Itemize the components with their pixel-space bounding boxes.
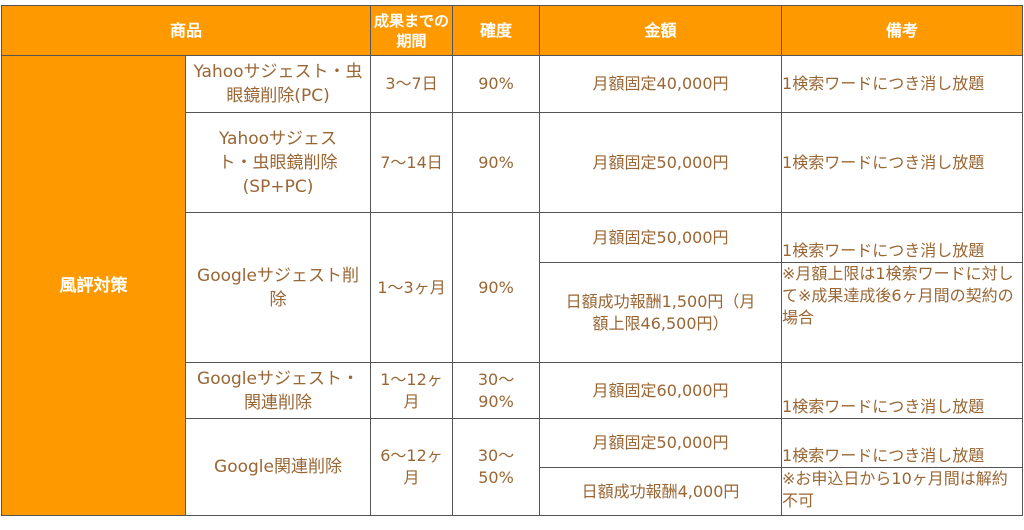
period-cell: 1〜3ヶ月	[370, 212, 454, 363]
table-row: Yahooサジェスト・虫眼鏡削除(SP+PC) 7〜14日 90% 月額固定50…	[2, 112, 1024, 213]
note-cell: 1検索ワードにつき消し放題	[781, 112, 1024, 213]
header-product: 商品	[0, 5, 372, 56]
header-period: 成果までの期間	[370, 5, 454, 56]
note-cell: 1検索ワードにつき消し放題	[781, 212, 1024, 263]
product-cell: Yahooサジェスト・虫眼鏡削除(PC)	[184, 55, 372, 113]
product-cell: Googleサジェスト削除	[184, 212, 372, 363]
note-cell: 1検索ワードにつき消し放題	[781, 55, 1024, 113]
product-cell: Google関連削除	[184, 418, 372, 516]
certainty-cell: 90%	[452, 212, 541, 363]
certainty-cell: 90%	[452, 112, 541, 213]
table-row: Googleサジェスト・関連削除 1〜12ヶ月 30〜90% 月額固定60,00…	[2, 362, 1024, 419]
price-cell: 月額固定50,000円	[539, 212, 783, 263]
table-row: 日額成功報酬4,000円 ※お申込日から10ヶ月間は解約不可	[2, 467, 1024, 516]
price-cell: 日額成功報酬1,500円（月額上限46,500円）	[539, 262, 783, 363]
table-row: Googleサジェスト削除 1〜3ヶ月 90% 月額固定50,000円 1検索ワ…	[2, 212, 1024, 363]
note-cell: ※お申込日から10ヶ月間は解約不可	[781, 467, 1024, 516]
table-row: 日額成功報酬1,500円（月額上限46,500円） ※月額上限は1検索ワードに対…	[2, 262, 1024, 363]
certainty-cell: 30〜90%	[452, 362, 541, 419]
header-notes: 備考	[781, 5, 1024, 56]
header-price: 金額	[539, 5, 783, 56]
period-cell: 1〜12ヶ月	[370, 362, 454, 419]
price-cell: 日額成功報酬4,000円	[539, 467, 783, 516]
price-cell: 月額固定50,000円	[539, 112, 783, 213]
product-cell: Yahooサジェスト・虫眼鏡削除(SP+PC)	[184, 112, 372, 213]
price-cell: 月額固定50,000円	[539, 418, 783, 468]
header-certainty: 確度	[452, 5, 541, 56]
certainty-cell: 90%	[452, 55, 541, 113]
product-cell: Googleサジェスト・関連削除	[184, 362, 372, 419]
table-row: Google関連削除 6〜12ヶ月 30〜50% 月額固定50,000円 1検索…	[2, 418, 1024, 516]
price-cell: 月額固定60,000円	[539, 362, 783, 419]
price-cell: 月額固定40,000円	[539, 55, 783, 113]
note-cell: 1検索ワードにつき消し放題	[781, 418, 1024, 468]
table-row: 風評対策 Yahooサジェスト・虫眼鏡削除(PC) 3〜7日 90% 月額固定4…	[1, 55, 1024, 516]
pricing-table: 商品 成果までの期間 確度 金額 備考 風評対策 Yahooサジェスト・虫眼鏡削…	[0, 5, 1024, 516]
certainty-cell: 30〜50%	[452, 418, 541, 516]
period-cell: 3〜7日	[370, 55, 454, 113]
header-row: 商品 成果までの期間 確度 金額 備考	[0, 5, 1024, 56]
period-cell: 6〜12ヶ月	[370, 418, 454, 516]
note-cell: 1検索ワードにつき消し放題	[781, 362, 1024, 419]
period-cell: 7〜14日	[370, 112, 454, 213]
note-cell: ※月額上限は1検索ワードに対して※成果達成後6ヶ月間の契約の場合	[781, 262, 1024, 363]
category-cell: 風評対策	[1, 55, 186, 516]
